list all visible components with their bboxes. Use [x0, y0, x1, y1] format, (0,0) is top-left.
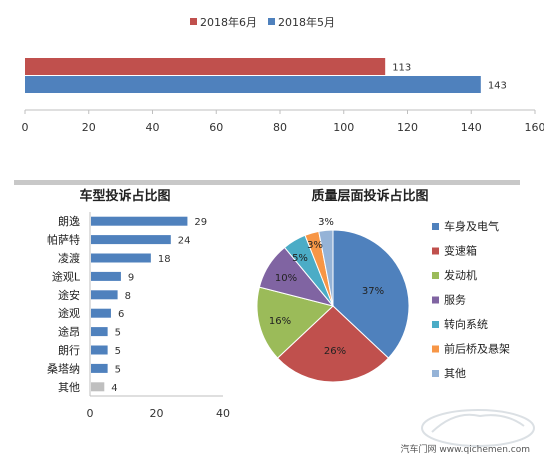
model-bar-label-3: 9 [128, 272, 134, 283]
top-legend: 2018年6月 2018年5月 [190, 15, 335, 29]
model-category-label-3: 途观L [52, 269, 81, 283]
model-category-label-1: 帕萨特 [47, 233, 80, 247]
model-category-label-8: 桑塔纳 [47, 362, 80, 375]
pie-legend-swatch-3 [432, 296, 439, 304]
legend-swatch-0 [190, 18, 197, 25]
model-bar-9 [91, 382, 105, 392]
top-tick-label-2: 40 [146, 121, 160, 134]
model-category-label-2: 凌渡 [58, 251, 80, 265]
pie-slice-1 [276, 305, 390, 383]
top-tick-label-0: 0 [22, 121, 29, 134]
model-category-label-6: 途昂 [58, 325, 80, 339]
top-tick-label-8: 160 [525, 121, 544, 134]
pie-value-label-2: 16% [269, 316, 291, 327]
model-bar-1 [91, 235, 171, 245]
model-chart-title: 车型投诉占比图 [79, 188, 170, 204]
pie-legend-label-2: 发动机 [444, 268, 477, 282]
watermark-text: 汽车门网 www.qichemen.com [401, 443, 530, 455]
model-tick-label-0: 0 [87, 407, 94, 420]
top-tick-label-4: 80 [273, 121, 287, 134]
model-bar-label-4: 8 [125, 291, 131, 302]
pie-legend-swatch-6 [432, 370, 439, 377]
legend-label-1: 2018年5月 [278, 15, 335, 29]
pie-legend-swatch-4 [432, 321, 439, 328]
top-bars: 113 143 [25, 58, 507, 93]
model-x-ticks: 0 20 40 [87, 407, 231, 420]
pie-value-label-1: 26% [324, 346, 346, 357]
pie-value-label-0: 37% [362, 286, 384, 297]
model-bar-label-2: 18 [158, 254, 171, 265]
pie-legend-swatch-5 [432, 345, 439, 353]
model-bar-0 [91, 216, 188, 226]
model-bar-6 [91, 327, 108, 337]
pie-value-label-6: 3% [318, 217, 334, 228]
pie-legend-label-1: 变速箱 [444, 244, 477, 258]
pie-legend-label-4: 转向系统 [444, 317, 488, 331]
model-bar-label-6: 5 [115, 328, 121, 339]
top-tick-label-7: 140 [461, 121, 482, 134]
model-bar-label-8: 5 [115, 364, 121, 375]
pie-slice-2 [256, 286, 335, 359]
pie-value-label-4: 5% [292, 253, 308, 264]
model-category-label-0: 朗逸 [58, 215, 80, 228]
top-x-ticks: 0 20 40 60 80 100 120 140 160 [22, 110, 544, 134]
model-bar-label-5: 6 [118, 309, 124, 320]
pie-legend-swatch-2 [432, 272, 439, 279]
pie-value-label-5: 3% [307, 240, 323, 251]
model-bar-7 [91, 345, 108, 355]
pie-legend-swatch-1 [432, 247, 439, 255]
model-tick-label-2: 40 [216, 407, 230, 420]
model-bar-label-7: 5 [115, 346, 121, 357]
model-tick-label-1: 20 [150, 407, 164, 420]
model-bar-label-0: 29 [194, 217, 207, 228]
top-tick-label-1: 20 [82, 121, 96, 134]
model-bar-4 [91, 290, 118, 300]
legend-label-0: 2018年6月 [200, 15, 257, 29]
top-tick-label-6: 120 [397, 121, 418, 134]
section-divider [14, 180, 520, 185]
model-bars: 朗逸 29 帕萨特 24 凌渡 18 途观L 9 途安 8 途观 6 途昂 5 朗行 5 桑塔纳 5 其他 4 [47, 215, 207, 394]
pie-slice-0 [332, 229, 410, 359]
model-complaint-chart: 车型投诉占比图 朗逸 29 帕萨特 24 凌渡 18 途观L 9 途安 8 途观 6 途昂 5 朗行 5 桑塔纳… [47, 188, 230, 420]
pie-legend-label-3: 服务 [444, 294, 466, 307]
model-category-label-5: 途观 [58, 306, 80, 320]
pie-chart-title: 质量层面投诉占比图 [311, 188, 428, 204]
legend-swatch-1 [268, 18, 275, 25]
model-bar-8 [91, 363, 108, 373]
model-bar-label-9: 4 [111, 383, 117, 394]
pie-slice-6 [318, 229, 334, 307]
pie-slices [256, 229, 410, 383]
top-bar-label-1: 143 [488, 81, 507, 92]
pie-legend-swatch-0 [432, 223, 439, 230]
top-bar-label-0: 113 [392, 63, 411, 74]
model-bar-3 [91, 271, 121, 281]
model-category-label-7: 朗行 [58, 344, 80, 357]
top-bar-0 [25, 58, 386, 75]
quality-complaint-pie: 质量层面投诉占比图 37% 26% 16% 10% 5% 3% 3% 车身及电气变速箱发动机… [256, 188, 510, 383]
model-category-label-4: 途安 [58, 288, 80, 302]
monthly-comparison-chart: 2018年6月 2018年5月 113 143 0 20 40 60 80 100 120 140… [22, 15, 544, 134]
pie-value-label-3: 10% [275, 273, 297, 284]
model-bar-5 [91, 308, 111, 318]
watermark-logo [421, 409, 535, 447]
model-bar-2 [91, 253, 151, 263]
pie-legend-label-6: 其他 [444, 367, 466, 380]
model-category-label-9: 其他 [58, 381, 80, 394]
pie-value-labels: 37% 26% 16% 10% 5% 3% 3% [269, 217, 384, 357]
top-tick-label-5: 100 [333, 121, 354, 134]
model-bar-label-1: 24 [178, 236, 191, 247]
pie-legend-label-5: 前后桥及悬架 [444, 342, 510, 356]
top-bar-1 [25, 76, 481, 93]
top-tick-label-3: 60 [209, 121, 223, 134]
pie-legend-label-0: 车身及电气 [444, 219, 499, 233]
